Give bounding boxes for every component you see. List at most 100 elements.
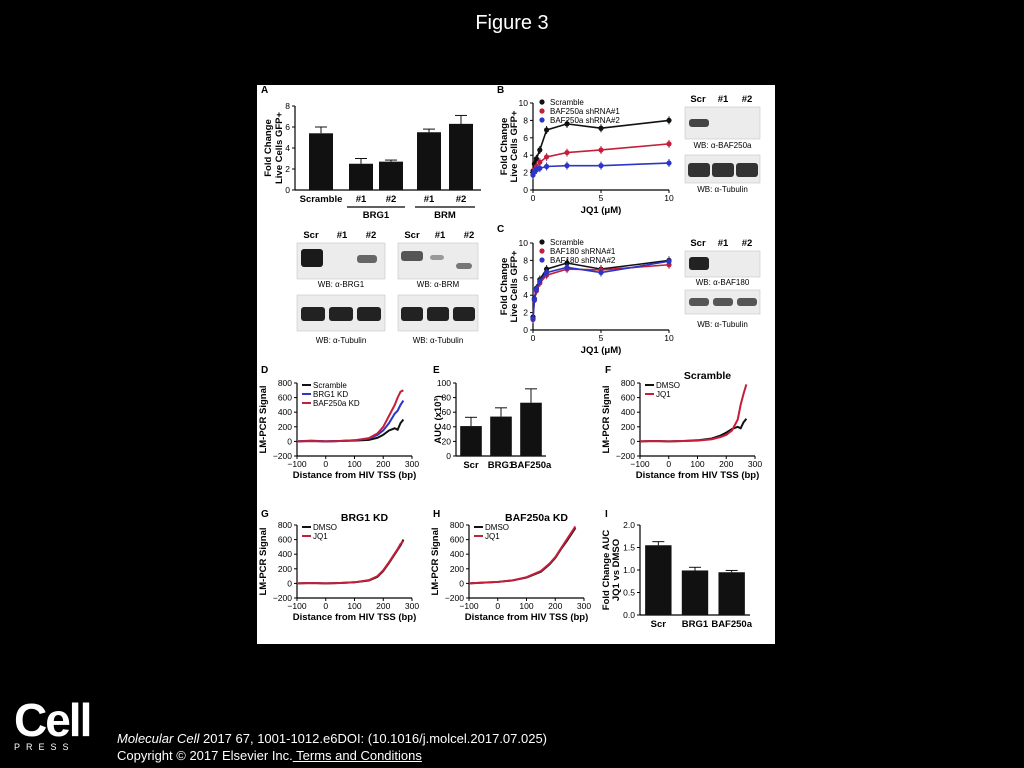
- panel-a-category-label: #2: [386, 194, 397, 205]
- panel-e-category-label: BRG1: [488, 460, 515, 471]
- panel-c-y-tick-label: 4: [523, 290, 528, 300]
- panel-d-series-2-line: [296, 389, 404, 443]
- panel-h-title: BAF250a KD: [505, 512, 568, 524]
- panel-label-b: B: [497, 85, 504, 96]
- citation: Molecular Cell 2017 67, 1001-1012.e6DOI:…: [117, 731, 547, 746]
- panel-i-y-tick-label: 2.0: [623, 520, 635, 530]
- panel-f-series-1-line: [639, 384, 748, 443]
- panel-h-legend-label: JQ1: [485, 532, 500, 541]
- panel-c-legend-swatch: [539, 257, 545, 263]
- panel-h-series-1-line: [468, 525, 577, 585]
- panel-e-axes: 0 20 40 60 80 100: [437, 378, 457, 461]
- panel-d-ylabel: LM-PCR Signal: [258, 385, 269, 453]
- panel-a-bar: [379, 161, 403, 190]
- panel-c-series-2-point: [537, 278, 543, 284]
- panel-h-y-tick-label: 200: [450, 564, 464, 574]
- terms-and-conditions-link[interactable]: Terms and Conditions: [292, 748, 422, 763]
- panel-g-x-tick-label: 0: [323, 601, 328, 611]
- panel-a-bar: [417, 132, 441, 190]
- panel-f-y-tick-label: 0: [630, 436, 635, 446]
- panel-d-x-tick-label: 0: [323, 459, 328, 469]
- panel-h-x-tick-label: 100: [519, 601, 533, 611]
- panel-c-ylabel-line1: Fold Change: [499, 258, 510, 316]
- panel-label-i: I: [605, 509, 608, 520]
- panel-c-series-2-point: [564, 264, 570, 270]
- panel-e-y-tick-label: 80: [442, 393, 452, 403]
- panel-h-y-tick-label: 0: [459, 578, 464, 588]
- panel-c-series-2-point: [666, 258, 672, 264]
- panel-g-y-tick-label: 400: [278, 549, 292, 559]
- panel-i-y-tick-label: 0.5: [623, 588, 635, 598]
- panel-f-title: Scramble: [684, 370, 731, 382]
- panel-b-ylabel-line2: Live Cells GFP+: [509, 110, 520, 183]
- copyright-line: Copyright © 2017 Elsevier Inc. Terms and…: [117, 748, 422, 763]
- panel-b-legend-label: Scramble: [550, 98, 584, 107]
- panel-i-y-tick-label: 1.5: [623, 543, 635, 553]
- blot-tub-b-label: WB: α-Tubulin: [697, 185, 748, 194]
- blot-a-brg1-lane-label: #2: [366, 230, 377, 241]
- blot-tub-a2-band: [401, 307, 423, 321]
- panel-b-legend-swatch: [539, 99, 545, 105]
- panel-b-series-2-point: [598, 163, 604, 169]
- panel-b-y-tick-label: 8: [523, 115, 528, 125]
- blot-tub-a1-band: [357, 307, 381, 321]
- panel-e-y-tick-label: 60: [442, 407, 452, 417]
- panel-c-legend-swatch: [539, 239, 545, 245]
- panel-c-x-tick-label: 5: [599, 333, 604, 343]
- panel-e-y-tick-label: 40: [442, 422, 452, 432]
- panel-g-legend-label: JQ1: [313, 532, 328, 541]
- press-logo-word: PRESS: [14, 742, 75, 752]
- panel-i-bar: [681, 570, 709, 615]
- panel-f-legend-label: JQ1: [656, 390, 671, 399]
- blot-tub-a1-label: WB: α-Tubulin: [316, 336, 367, 345]
- blot-tub-c-band: [713, 298, 733, 306]
- panel-g-x-tick-label: 300: [405, 601, 419, 611]
- panel-c-y-tick-label: 10: [519, 238, 529, 248]
- panel-f-x-tick-label: 0: [666, 459, 671, 469]
- panel-c-series-2-point: [530, 316, 536, 322]
- panel-i-y-tick-label: 1.0: [623, 565, 635, 575]
- panel-d-y-tick-label: 800: [278, 378, 292, 388]
- panel-b-legend-label: BAF250a shRNA#1: [550, 107, 620, 116]
- panel-b-series-0-point: [666, 117, 672, 123]
- panel-g-y-tick-label: 0: [287, 578, 292, 588]
- blot-brm-band: [401, 251, 423, 261]
- panel-f-xlabel: Distance from HIV TSS (bp): [636, 470, 760, 481]
- panel-f-y-tick-label: 800: [621, 378, 635, 388]
- blot-brm-label: WB: α-BRM: [417, 280, 460, 289]
- panel-i-y-tick-label: 0.0: [623, 610, 635, 620]
- panel-c-y-tick-label: 2: [523, 308, 528, 318]
- panel-e-bar: [520, 402, 542, 456]
- blot-tub-c-label: WB: α-Tubulin: [697, 320, 748, 329]
- panel-a-y-tick-label: 2: [285, 164, 290, 174]
- blot-baf180-label: WB: α-BAF180: [696, 278, 750, 287]
- panel-d-y-tick-label: −200: [273, 451, 292, 461]
- panel-label-c: C: [497, 224, 504, 235]
- panel-b-legend-swatch: [539, 117, 545, 123]
- panel-b-x-tick-label: 5: [599, 193, 604, 203]
- panel-c-y-tick-label: 8: [523, 255, 528, 265]
- citation-details: 2017 67, 1001-1012.e6DOI: (10.1016/j.mol…: [199, 731, 548, 746]
- blot-brg1-label: WB: α-BRG1: [318, 280, 365, 289]
- panel-a-ylabel-line2: Live Cells GFP+: [274, 112, 285, 185]
- panel-e-bar: [490, 416, 512, 456]
- blot-a-brg1-lane-label: Scr: [303, 230, 319, 241]
- panel-b-series-0-point: [544, 127, 550, 133]
- blot-b-lane-label: #2: [742, 94, 753, 105]
- blot-a-brm-lane-label: #2: [464, 230, 475, 241]
- panel-a-y-tick-label: 8: [285, 101, 290, 111]
- panel-c-y-tick-label: 0: [523, 325, 528, 335]
- blot-b-lane-label: Scr: [690, 94, 706, 105]
- panel-b-series-2-point: [537, 165, 543, 171]
- panel-h-y-tick-label: 400: [450, 549, 464, 559]
- panel-c-legend-label: BAF180 shRNA#2: [550, 256, 616, 265]
- blot-brg1-band: [301, 249, 323, 267]
- panel-a-category-label: #1: [356, 194, 367, 205]
- panel-h-x-tick-label: 300: [577, 601, 591, 611]
- panel-c-ylabel-line2: Live Cells GFP+: [509, 250, 520, 323]
- panel-label-g: G: [261, 509, 269, 520]
- panel-d-x-tick-label: 200: [376, 459, 390, 469]
- panel-f-legend-label: DMSO: [656, 381, 680, 390]
- blot-tub-b-band: [688, 163, 710, 177]
- panel-e-ylabel: AUC (x10³): [433, 395, 444, 444]
